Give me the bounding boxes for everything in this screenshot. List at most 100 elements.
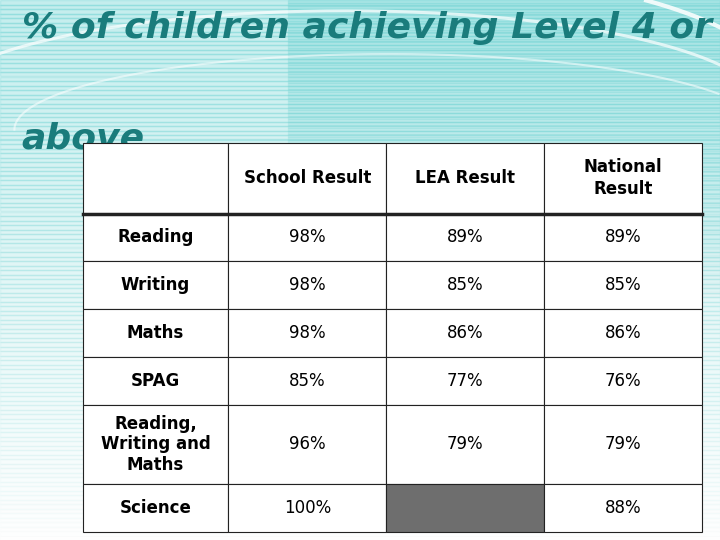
Bar xyxy=(288,187,720,190)
Bar xyxy=(288,101,720,104)
Bar xyxy=(288,3,720,6)
Bar xyxy=(288,166,720,170)
Bar xyxy=(0,450,720,455)
Bar xyxy=(288,214,720,217)
Text: Maths: Maths xyxy=(127,324,184,342)
Bar xyxy=(0,500,720,504)
Text: 89%: 89% xyxy=(447,228,483,246)
Bar xyxy=(288,285,720,288)
Text: 85%: 85% xyxy=(447,276,483,294)
Bar xyxy=(0,441,720,445)
Bar xyxy=(288,0,720,3)
Bar xyxy=(288,160,720,163)
Bar xyxy=(0,477,720,482)
Bar xyxy=(288,288,720,291)
Bar xyxy=(288,15,720,18)
Bar xyxy=(288,18,720,21)
Bar xyxy=(0,297,720,301)
Bar xyxy=(544,309,702,357)
Bar xyxy=(288,205,720,208)
Bar xyxy=(0,54,720,58)
Bar xyxy=(288,36,720,39)
Bar xyxy=(288,259,720,261)
Bar xyxy=(0,31,720,36)
Bar xyxy=(0,364,720,369)
Bar xyxy=(288,238,720,241)
Bar xyxy=(288,80,720,83)
Bar xyxy=(288,211,720,214)
Bar xyxy=(0,463,720,468)
Bar xyxy=(544,143,702,214)
Bar xyxy=(288,261,720,265)
Text: % of children achieving Level 4 or: % of children achieving Level 4 or xyxy=(22,11,712,45)
Bar xyxy=(0,482,720,486)
Bar xyxy=(0,135,720,139)
Bar xyxy=(0,247,720,252)
Bar xyxy=(288,276,720,279)
Bar xyxy=(544,261,702,309)
Bar xyxy=(0,270,720,274)
Bar xyxy=(0,72,720,77)
Text: National
Result: National Result xyxy=(584,158,662,198)
Bar xyxy=(288,158,720,160)
Bar xyxy=(0,45,720,50)
Bar xyxy=(0,306,720,310)
Bar xyxy=(0,522,720,526)
Text: 86%: 86% xyxy=(447,324,483,342)
Bar xyxy=(0,414,720,418)
Bar xyxy=(288,196,720,199)
Bar xyxy=(0,171,720,176)
Bar xyxy=(0,423,720,428)
Bar xyxy=(288,9,720,12)
Bar xyxy=(0,374,720,378)
Bar xyxy=(288,128,720,131)
Bar xyxy=(288,122,720,125)
Bar xyxy=(0,261,720,266)
Bar xyxy=(83,404,228,484)
Bar xyxy=(0,333,720,338)
Text: 96%: 96% xyxy=(289,435,325,454)
Bar xyxy=(0,472,720,477)
Bar xyxy=(288,98,720,101)
Bar xyxy=(0,446,720,450)
Bar xyxy=(0,531,720,536)
Bar xyxy=(0,274,720,279)
Bar xyxy=(288,199,720,202)
Text: 100%: 100% xyxy=(284,499,331,517)
Bar xyxy=(288,178,720,181)
Text: LEA Result: LEA Result xyxy=(415,170,515,187)
Bar xyxy=(0,68,720,72)
Bar xyxy=(288,65,720,69)
Bar xyxy=(288,223,720,226)
Bar xyxy=(0,405,720,409)
Bar xyxy=(0,342,720,347)
Bar xyxy=(0,216,720,220)
Bar xyxy=(0,279,720,284)
Bar xyxy=(288,48,720,51)
Bar xyxy=(0,301,720,306)
Bar xyxy=(288,273,720,276)
Bar xyxy=(288,279,720,282)
Bar xyxy=(0,256,720,261)
Bar xyxy=(386,214,544,261)
Bar xyxy=(0,108,720,112)
Bar xyxy=(228,484,386,532)
Bar xyxy=(228,404,386,484)
Bar xyxy=(228,309,386,357)
Bar xyxy=(288,26,720,30)
Bar xyxy=(0,9,720,14)
Text: Reading,
Writing and
Maths: Reading, Writing and Maths xyxy=(101,415,210,474)
Bar xyxy=(0,396,720,401)
Bar xyxy=(288,271,720,273)
Bar xyxy=(0,338,720,342)
Text: 77%: 77% xyxy=(447,372,483,390)
Bar xyxy=(0,347,720,351)
Text: 88%: 88% xyxy=(605,499,642,517)
Bar xyxy=(0,369,720,374)
Bar xyxy=(0,436,720,441)
Bar xyxy=(386,143,544,214)
Bar xyxy=(288,24,720,26)
Text: Science: Science xyxy=(120,499,192,517)
Bar xyxy=(0,122,720,126)
Bar xyxy=(0,310,720,315)
